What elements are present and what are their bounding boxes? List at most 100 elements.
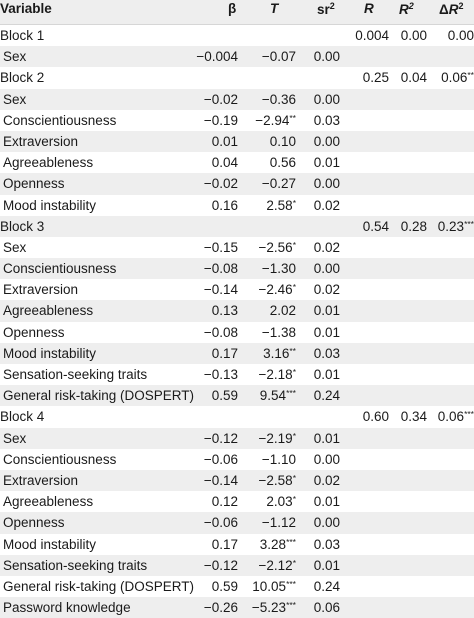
variable-label: General risk-taking (DOSPERT) [3, 578, 195, 594]
sr2-cell: 0.00 [313, 261, 340, 277]
table-row: Agreeableness 0.04 0.56 0.01 [0, 152, 474, 173]
block-row: Block 3 0.54 0.28 0.23*** [0, 215, 474, 237]
block-row: Block 1 0.004 0.00 0.00 [0, 25, 474, 46]
block-label: Block 4 [0, 409, 45, 425]
delta-r2-cell: 0.06*** [437, 409, 474, 425]
t-cell: 0.10 [269, 133, 296, 149]
t-cell: 3.28*** [259, 536, 296, 552]
header-beta: β [228, 1, 237, 16]
variable-label: Sex [3, 239, 27, 255]
variable-label: Conscientiousness [3, 451, 117, 467]
header-variable: Variable [0, 1, 52, 16]
r2-cell: 0.28 [400, 218, 427, 234]
table-row: Sex −0.02 −0.36 0.00 [0, 88, 474, 110]
table-row: Sensation-seeking traits −0.13 −2.18* 0.01 [0, 364, 474, 385]
sr2-cell: 0.01 [313, 494, 340, 510]
sr2-cell: 0.00 [313, 49, 340, 65]
t-cell: −2.56* [258, 239, 296, 255]
table-row: Conscientiousness −0.19 −2.94** 0.03 [0, 110, 474, 131]
beta-cell: 0.59 [211, 388, 238, 404]
t-cell: 2.03* [266, 494, 296, 510]
beta-cell: 0.12 [211, 494, 238, 510]
sr2-cell: 0.00 [313, 515, 340, 531]
r2-cell: 0.34 [400, 409, 427, 425]
variable-label: Extraversion [3, 472, 79, 488]
block-label: Block 1 [0, 28, 45, 43]
beta-cell: −0.12 [203, 557, 238, 573]
delta-r2-cell: 0.23*** [437, 218, 474, 234]
beta-cell: −0.19 [203, 112, 238, 128]
t-cell: −2.58* [258, 472, 296, 488]
sr2-cell: 0.02 [313, 197, 340, 213]
sr2-cell: 0.03 [313, 536, 340, 552]
beta-cell: 0.16 [211, 197, 238, 213]
r-cell: 0.004 [355, 28, 389, 43]
sr2-cell: 0.03 [313, 345, 340, 361]
beta-cell: −0.08 [203, 324, 238, 340]
sr2-cell: 0.06 [313, 600, 340, 616]
variable-label: Mood instability [3, 345, 97, 361]
sr2-cell: 0.01 [313, 367, 340, 382]
table-row: Sensation-seeking traits −0.12 −2.12* 0.01 [0, 554, 474, 576]
table-body: Block 1 0.004 0.00 0.00 Sex −0.004 −0.07 0.00 Bl… [0, 25, 474, 618]
variable-label: Agreeableness [3, 155, 94, 171]
header-delta-r2: ΔR2 [439, 1, 464, 17]
header-r: R [364, 1, 374, 16]
beta-cell: −0.14 [203, 282, 238, 298]
sr2-cell: 0.00 [313, 451, 340, 467]
t-cell: 0.56 [269, 155, 296, 171]
header-t: T [270, 1, 279, 16]
beta-cell: −0.26 [203, 600, 238, 616]
t-cell: −1.12 [261, 515, 296, 531]
sr2-cell: 0.24 [313, 578, 340, 594]
variable-label: Sex [3, 430, 27, 446]
t-cell: −1.38 [261, 324, 296, 340]
table-row: Agreeableness 0.13 2.02 0.01 [0, 300, 474, 322]
variable-label: Mood instability [3, 197, 97, 213]
sr2-cell: 0.01 [313, 324, 340, 340]
table-row: Extraversion 0.01 0.10 0.00 [0, 130, 474, 153]
t-cell: −1.30 [261, 261, 296, 277]
t-cell: −2.12* [258, 557, 296, 573]
beta-cell: 0.17 [211, 345, 238, 361]
sr2-cell: 0.00 [313, 176, 340, 192]
table-row: Openness −0.06 −1.12 0.00 [0, 512, 474, 534]
t-cell: 2.02 [269, 303, 296, 319]
delta-r2-cell: 0.00 [447, 28, 474, 43]
table-row: Openness −0.08 −1.38 0.01 [0, 322, 474, 343]
beta-cell: −0.004 [196, 49, 238, 65]
table-row: Mood instability 0.17 3.16** 0.03 [0, 342, 474, 364]
variable-label: Extraversion [3, 282, 79, 298]
table-row: General risk-taking (DOSPERT) 0.59 9.54***… [0, 385, 474, 407]
header-sr2: sr2 [317, 1, 335, 17]
beta-cell: −0.06 [203, 515, 238, 531]
sr2-cell: 0.01 [313, 557, 340, 573]
t-cell: −2.46* [258, 282, 296, 298]
t-cell: 2.58* [266, 197, 296, 213]
beta-cell: 0.59 [211, 578, 238, 594]
header-r2: R2 [399, 1, 414, 17]
block-row: Block 2 0.25 0.04 0.06** [0, 67, 474, 88]
variable-label: Conscientiousness [3, 261, 117, 277]
t-cell: −5.23*** [251, 600, 296, 616]
sr2-cell: 0.02 [313, 282, 340, 298]
block-label: Block 2 [0, 70, 45, 86]
table-row: Extraversion −0.14 −2.46* 0.02 [0, 279, 474, 300]
table-row: General risk-taking (DOSPERT) 0.59 10.05**… [0, 576, 474, 597]
beta-cell: −0.02 [203, 176, 238, 192]
delta-r2-cell: 0.06** [441, 70, 474, 86]
table-row: Mood instability 0.16 2.58* 0.02 [0, 195, 474, 216]
r2-cell: 0.04 [400, 70, 427, 86]
variable-label: Sensation-seeking traits [3, 367, 148, 382]
t-cell: 3.16** [263, 345, 296, 361]
variable-label: Password knowledge [3, 600, 131, 616]
sr2-cell: 0.02 [313, 239, 340, 255]
beta-cell: −0.06 [203, 451, 238, 467]
beta-cell: −0.08 [203, 261, 238, 277]
r2-cell: 0.00 [400, 28, 427, 43]
beta-cell: 0.17 [211, 536, 238, 552]
block-label: Block 3 [0, 218, 45, 234]
t-cell: −1.10 [261, 451, 296, 467]
t-cell: −0.07 [261, 49, 296, 65]
